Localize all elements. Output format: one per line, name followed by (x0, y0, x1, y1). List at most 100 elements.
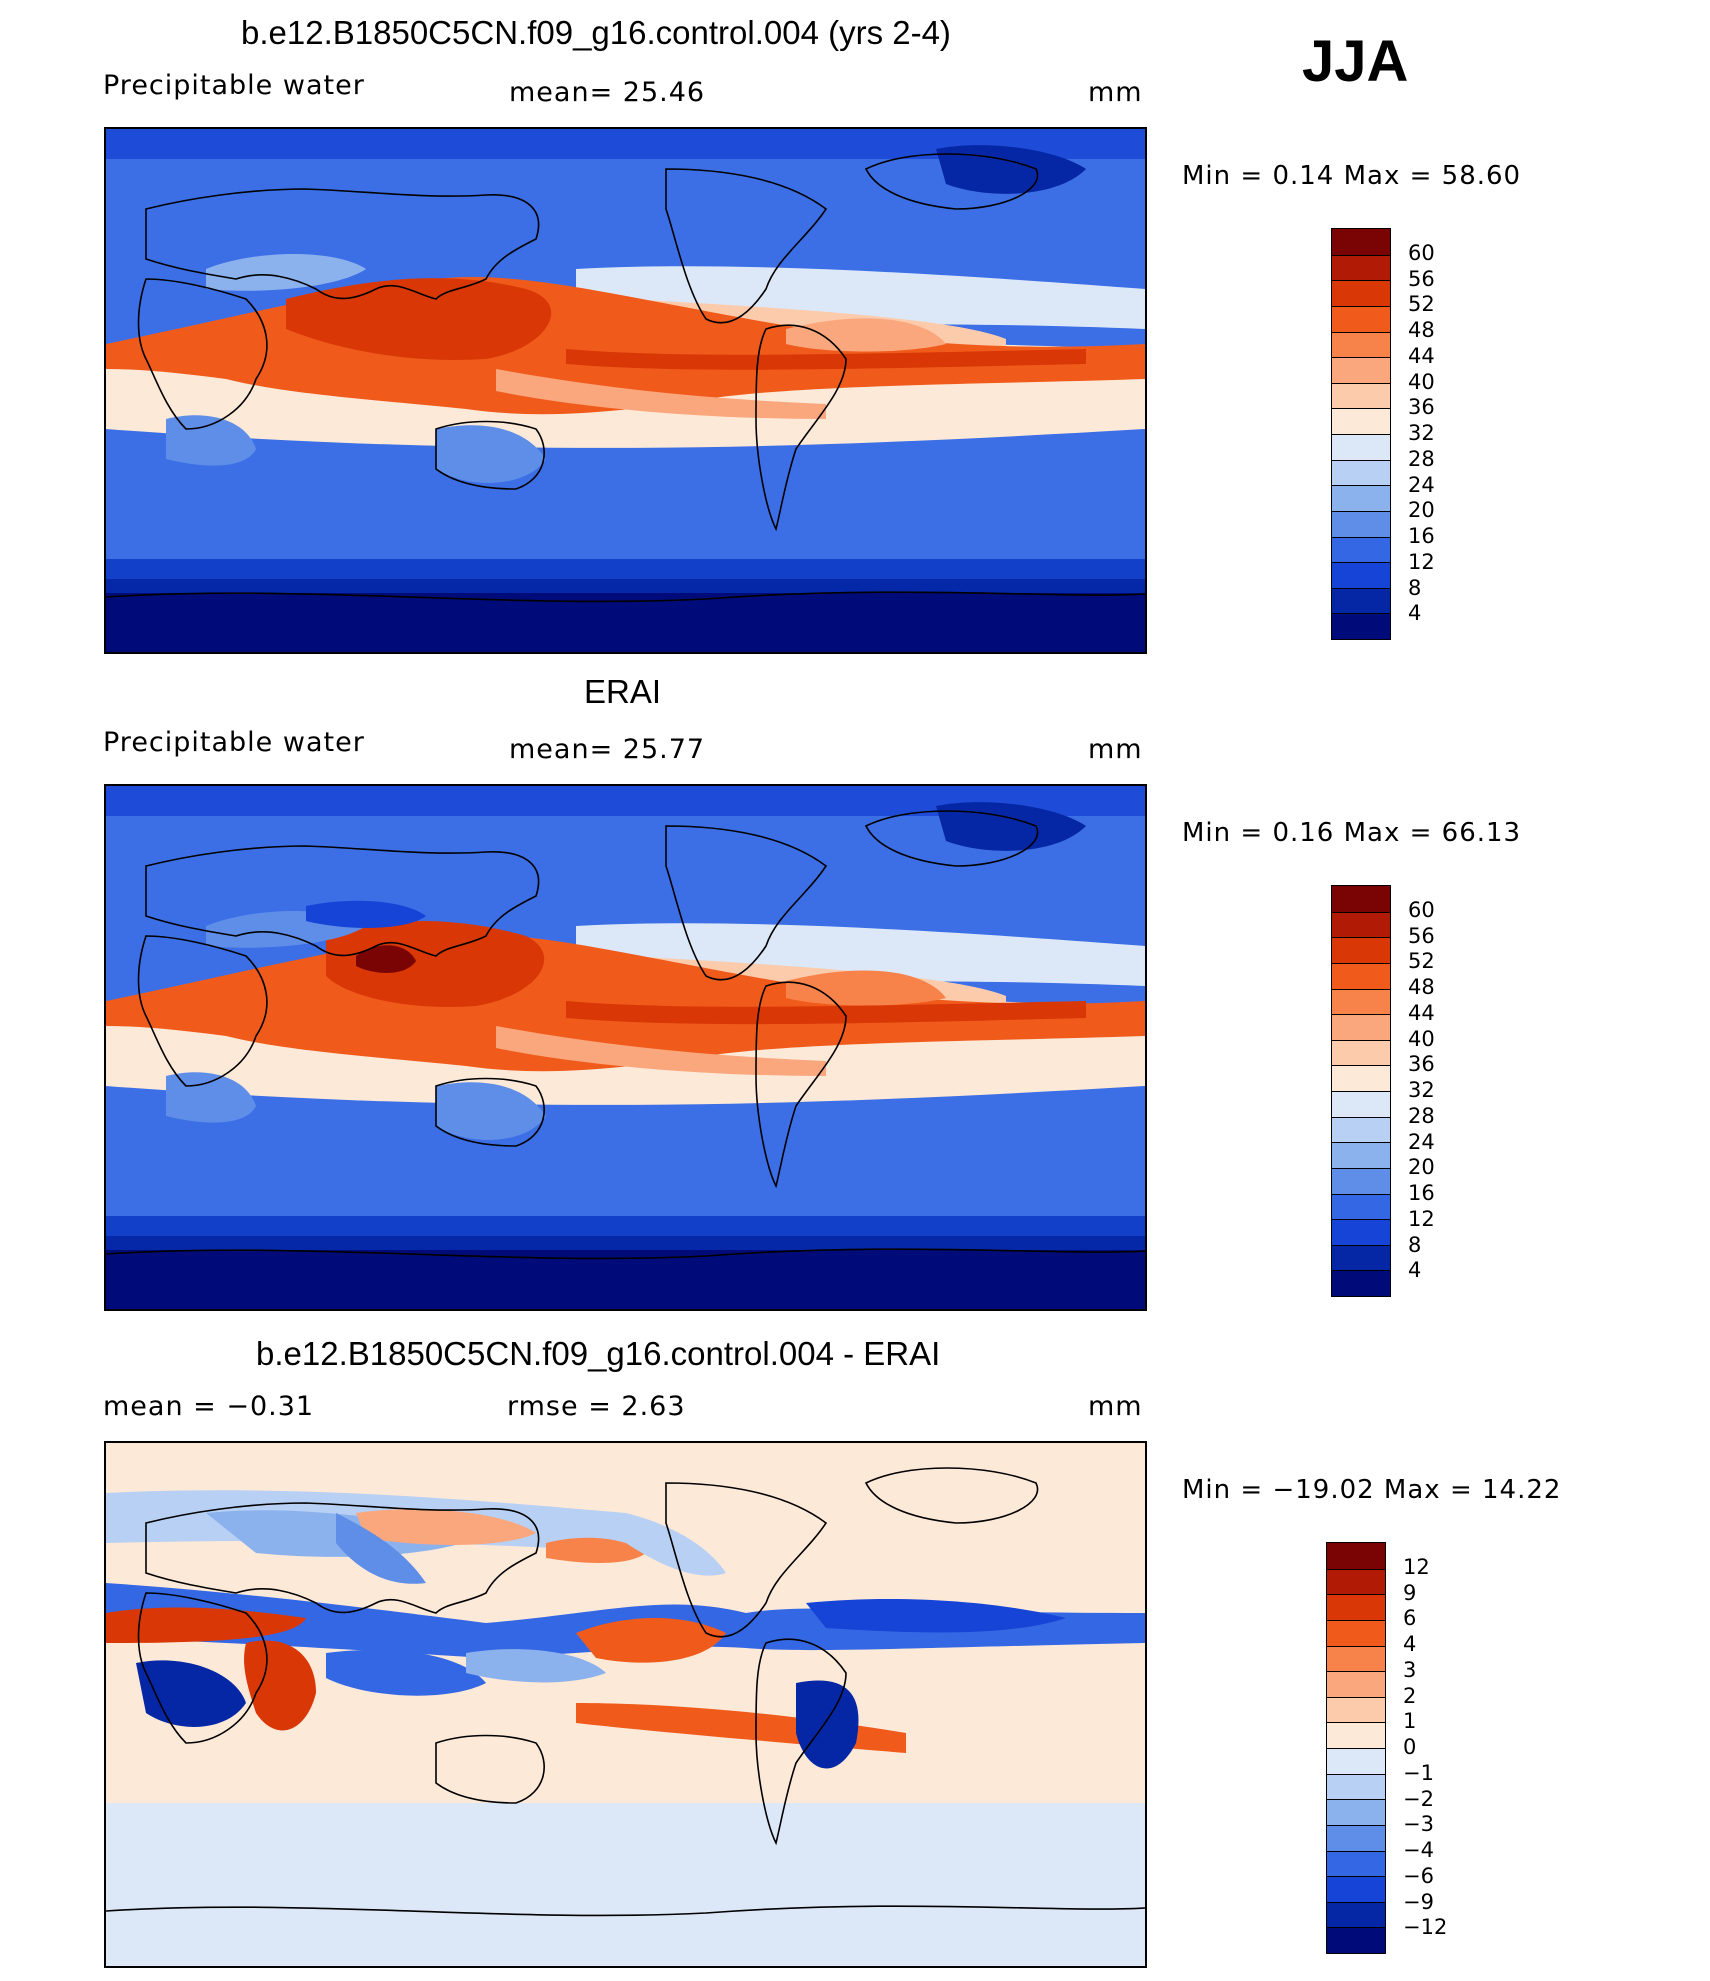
colorbar-tick-label: 24 (1408, 472, 1435, 497)
colorbar-swatch (1332, 408, 1390, 434)
colorbar-tick-label: 52 (1408, 292, 1435, 317)
colorbar-swatch (1332, 485, 1390, 511)
colorbar-tick-label: 16 (1408, 524, 1435, 548)
colorbar-swatch (1332, 1270, 1390, 1296)
colorbar-swatch (1327, 1619, 1385, 1646)
colorbar-swatch (1332, 962, 1390, 989)
colorbar-tick-label: −1 (1403, 1760, 1434, 1785)
colorbar-swatch (1332, 1065, 1390, 1091)
colorbar-tick-label: 40 (1408, 1026, 1435, 1051)
colorbar-swatch (1332, 1244, 1390, 1271)
colorbar-swatch (1332, 562, 1390, 588)
colorbar-tick-label: 44 (1408, 1000, 1435, 1025)
colorbar-tick-label: 16 (1408, 1181, 1435, 1205)
colorbar-tick-label: 12 (1408, 549, 1435, 574)
colorbar-tick-label: 36 (1408, 1052, 1435, 1077)
colorbar-tick-label: −2 (1403, 1786, 1434, 1811)
colorbar-swatch (1332, 613, 1390, 639)
colorbar-tick-label: 0 (1403, 1735, 1417, 1759)
colorbar-tick-label: 48 (1408, 975, 1435, 999)
colorbar-tick-label: 60 (1408, 897, 1435, 922)
colorbar-tick-label: 8 (1408, 575, 1422, 600)
colorbar-tick-label: 12 (1408, 1206, 1435, 1231)
panel-1-map (104, 127, 1147, 654)
colorbar-tick-label: 20 (1408, 498, 1435, 523)
colorbar-swatch (1332, 382, 1390, 409)
colorbar-tick-label: −6 (1403, 1863, 1434, 1888)
colorbar-swatch (1327, 1645, 1385, 1672)
colorbar-swatch (1332, 886, 1390, 912)
colorbar-tick-label: 36 (1408, 395, 1435, 420)
colorbar-tick-label: 32 (1408, 1078, 1435, 1102)
colorbar-swatch (1327, 1850, 1385, 1877)
colorbar-tick-label: 48 (1408, 318, 1435, 342)
panel-1-title: b.e12.B1850C5CN.f09_g16.control.004 (yrs… (241, 14, 951, 51)
colorbar-swatch (1332, 331, 1390, 358)
colorbar-tick-label: 28 (1408, 446, 1435, 471)
colorbar-tick-label: 4 (1408, 601, 1422, 626)
colorbar-tick-label: 2 (1403, 1683, 1417, 1708)
panel-3-map (104, 1441, 1147, 1968)
colorbar-swatch (1332, 1219, 1390, 1245)
colorbar-swatch (1332, 937, 1390, 963)
colorbar-swatch (1327, 1799, 1385, 1825)
colorbar-swatch (1332, 536, 1390, 563)
panel-2-colorbar (1331, 885, 1391, 1297)
colorbar-swatch (1327, 1927, 1385, 1953)
panel-2-minmax: Min = 0.16 Max = 66.13 (1182, 818, 1522, 848)
colorbar-tick-label: −12 (1403, 1915, 1448, 1940)
colorbar-swatch (1332, 434, 1390, 460)
colorbar-swatch (1327, 1748, 1385, 1774)
colorbar-tick-label: 4 (1403, 1632, 1417, 1656)
colorbar-swatch (1332, 1142, 1390, 1168)
colorbar-swatch (1332, 1116, 1390, 1143)
colorbar-tick-label: 1 (1403, 1709, 1417, 1734)
panel-1-variable: Precipitable water (103, 70, 365, 101)
panel-3-units: mm (1088, 1391, 1143, 1422)
colorbar-tick-label: 40 (1408, 369, 1435, 394)
colorbar-tick-label: 12 (1403, 1554, 1430, 1579)
colorbar-swatch (1332, 1039, 1390, 1066)
colorbar-swatch (1327, 1568, 1385, 1595)
colorbar-swatch (1332, 459, 1390, 486)
colorbar-swatch (1327, 1901, 1385, 1928)
panel-3-rmse: rmse = 2.63 (507, 1391, 686, 1422)
colorbar-swatch (1332, 305, 1390, 332)
colorbar-swatch (1327, 1824, 1385, 1851)
colorbar-swatch (1327, 1773, 1385, 1800)
colorbar-tick-label: 56 (1408, 923, 1435, 948)
panel-2-title: ERAI (584, 673, 662, 710)
colorbar-swatch (1332, 988, 1390, 1015)
panel-1-minmax: Min = 0.14 Max = 58.60 (1182, 161, 1522, 191)
colorbar-tick-label: −4 (1403, 1838, 1434, 1862)
colorbar-tick-label: −9 (1403, 1889, 1434, 1914)
colorbar-tick-label: 20 (1408, 1155, 1435, 1180)
colorbar-swatch (1332, 1167, 1390, 1194)
panel-3-minmax: Min = −19.02 Max = 14.22 (1182, 1475, 1562, 1505)
colorbar-tick-label: 44 (1408, 343, 1435, 368)
panel-3-title: b.e12.B1850C5CN.f09_g16.control.004 - ER… (256, 1335, 941, 1372)
panel-1-units: mm (1088, 77, 1143, 108)
colorbar-swatch (1332, 510, 1390, 537)
colorbar-swatch (1327, 1594, 1385, 1620)
panel-2-units: mm (1088, 734, 1143, 765)
colorbar-tick-label: 24 (1408, 1129, 1435, 1154)
colorbar-tick-label: −3 (1403, 1812, 1434, 1837)
colorbar-swatch (1332, 254, 1390, 281)
colorbar-swatch (1332, 229, 1390, 255)
colorbar-tick-label: 60 (1408, 240, 1435, 265)
colorbar-tick-label: 56 (1408, 266, 1435, 291)
colorbar-swatch (1327, 1876, 1385, 1902)
colorbar-swatch (1327, 1543, 1385, 1569)
colorbar-swatch (1332, 1193, 1390, 1220)
colorbar-tick-label: 3 (1403, 1657, 1417, 1682)
season-label: JJA (1302, 29, 1409, 94)
colorbar-tick-label: 6 (1403, 1606, 1417, 1631)
colorbar-tick-label: 32 (1408, 421, 1435, 445)
panel-1-mean: mean= 25.46 (509, 77, 706, 108)
colorbar-tick-label: 9 (1403, 1580, 1417, 1605)
panel-1-colorbar (1331, 228, 1391, 640)
panel-3-colorbar (1326, 1542, 1386, 1954)
colorbar-tick-label: 28 (1408, 1103, 1435, 1128)
colorbar-tick-label: 52 (1408, 949, 1435, 974)
